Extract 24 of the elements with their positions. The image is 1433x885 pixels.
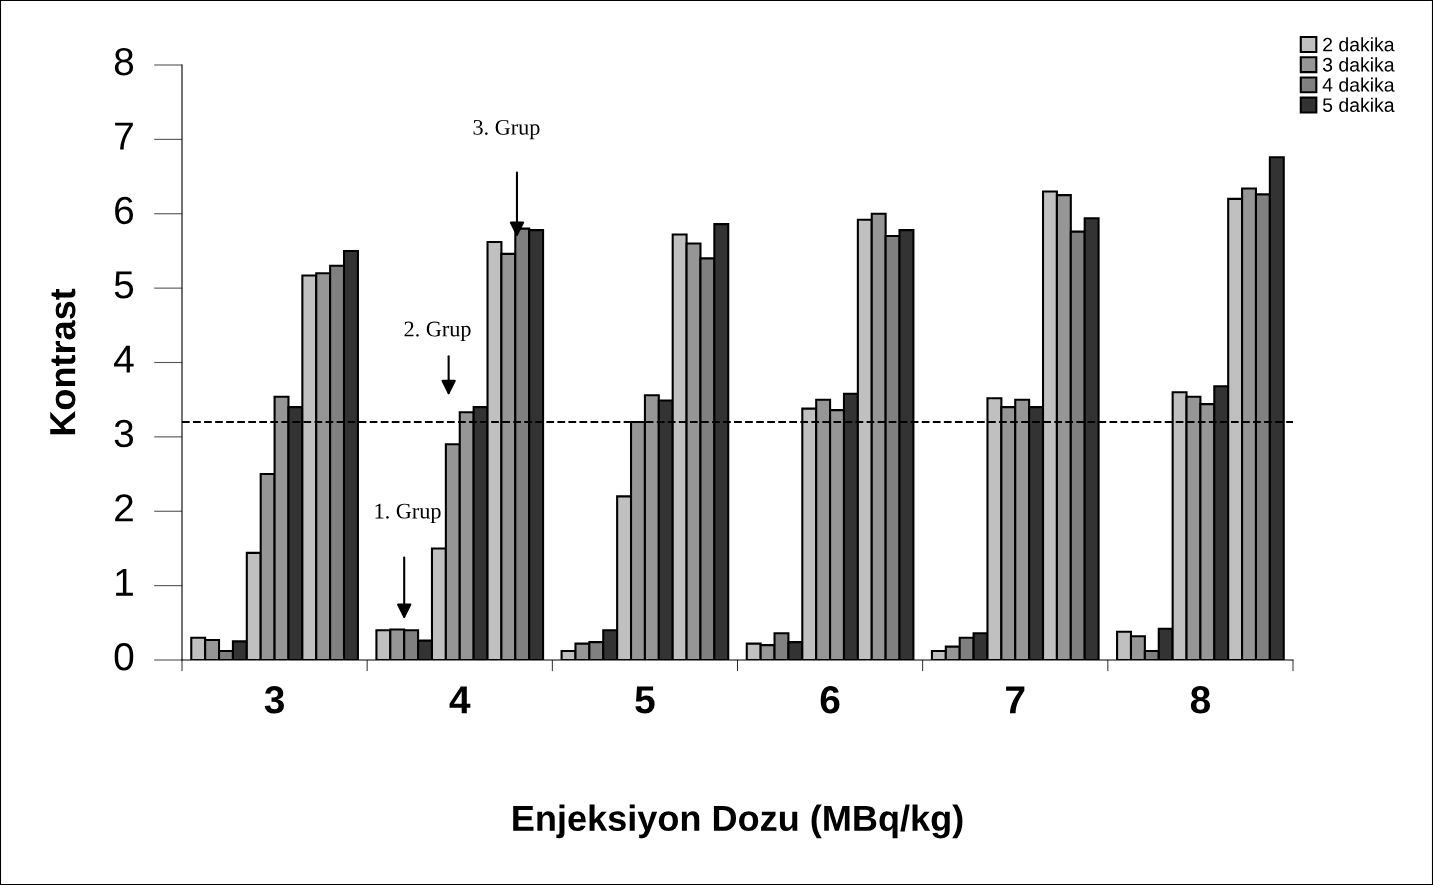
y-tick-label: 6 [115, 196, 134, 225]
annotation: 1. Grup [375, 503, 441, 524]
legend-label: 5 dakika [1322, 97, 1395, 112]
x-tick-label: 4 [449, 686, 471, 714]
x-tick-label: 6 [820, 686, 840, 714]
y-tick-label: 2 [115, 494, 133, 522]
y-tick-label: 0 [114, 642, 134, 671]
legend-label: 3 dakika [1322, 57, 1395, 72]
annotation: 2. Grup [404, 321, 471, 342]
x-tick-label: 7 [1006, 686, 1025, 714]
y-tick-label: 4 [114, 345, 134, 373]
y-tick-label: 5 [114, 271, 134, 299]
y-tick-label: 3 [114, 419, 134, 448]
y-axis-title: Kontrast [50, 288, 76, 435]
annotation: 3. Grup [473, 119, 540, 140]
x-tick-label: 8 [1190, 686, 1211, 714]
y-tick-label: 7 [115, 122, 133, 150]
y-tick-label: 1 [116, 568, 133, 596]
y-tick-label: 8 [114, 47, 134, 76]
legend-label: 2 dakika [1323, 37, 1395, 52]
x-axis-title: Enjeksiyon Dozu (MBq/kg) [513, 804, 963, 839]
legend-label: 4 dakika [1322, 77, 1395, 92]
x-tick-label: 5 [635, 686, 655, 714]
x-tick-label: 3 [264, 686, 284, 714]
